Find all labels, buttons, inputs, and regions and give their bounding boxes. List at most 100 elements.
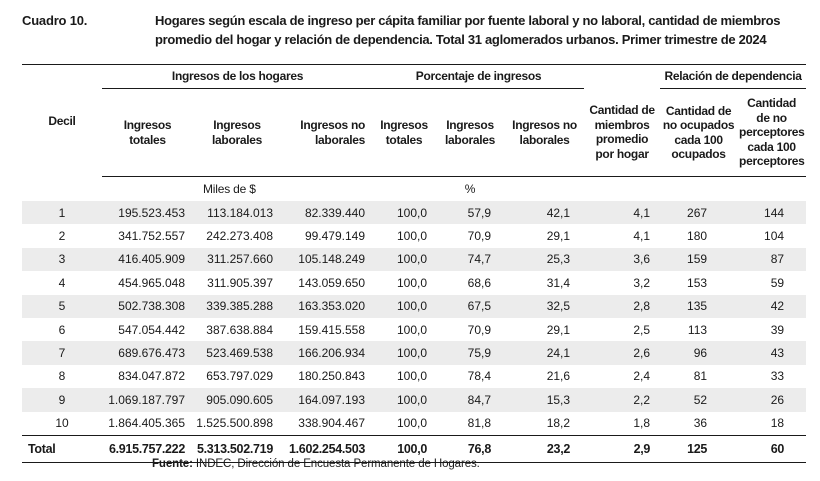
cell-ing-laborales: 523.469.538 bbox=[193, 341, 281, 365]
units-row: Miles de $ % bbox=[22, 177, 806, 202]
cell-no-perceptores: 144 bbox=[737, 201, 807, 225]
header-no-ocupados: Cantidad de no ocupados cada 100 ocupado… bbox=[660, 88, 738, 177]
total-cell-ing-laborales: 5.313.502.719 bbox=[193, 434, 281, 463]
cell-miembros: 2,2 bbox=[584, 388, 661, 412]
cell-pct-totales: 100,0 bbox=[396, 322, 428, 337]
cell-no-perceptores: 26 bbox=[737, 388, 807, 412]
cell-pct-no-laborales: 18,2 bbox=[546, 416, 571, 431]
cell-no-perceptores: 59 bbox=[770, 275, 785, 290]
cell-decil: 7 bbox=[22, 341, 102, 365]
cell-pct-no-laborales: 32,5 bbox=[505, 294, 585, 318]
units-miles: Miles de $ bbox=[203, 182, 256, 196]
cell-no-ocupados: 113 bbox=[687, 322, 708, 337]
cell-miembros: 1,8 bbox=[633, 416, 651, 431]
cell-ing-totales: 195.523.453 bbox=[102, 201, 193, 225]
cell-ing-totales: 834.047.872 bbox=[118, 369, 185, 384]
cell-pct-laborales: 81,8 bbox=[467, 416, 492, 431]
cell-no-perceptores: 39 bbox=[770, 322, 785, 337]
cell-ing-totales: 547.054.442 bbox=[118, 322, 185, 337]
source-note: Fuente: INDEC, Dirección de Encuesta Per… bbox=[152, 458, 480, 470]
cell-ing-no-laborales: 166.206.934 bbox=[281, 341, 374, 365]
cell-miembros: 4,1 bbox=[633, 229, 651, 244]
header-pct-totales: Ingresos totales bbox=[373, 88, 436, 177]
cell-decil: 1 bbox=[22, 201, 102, 225]
cell-no-ocupados: 153 bbox=[687, 275, 708, 290]
cell-no-ocupados: 36 bbox=[693, 416, 708, 431]
header-ingresos-no-laborales: Ingresos no laborales bbox=[281, 88, 374, 177]
cell-pct-laborales: 75,9 bbox=[435, 341, 506, 365]
cell-no-ocupados: 267 bbox=[660, 201, 738, 225]
cell-ing-laborales: 905.090.605 bbox=[193, 388, 281, 412]
cell-ing-laborales: 242.273.408 bbox=[206, 229, 273, 244]
cell-pct-no-laborales: 29,1 bbox=[546, 229, 571, 244]
cell-pct-totales: 100,0 bbox=[396, 229, 428, 244]
header-spacer bbox=[584, 64, 661, 89]
table-header: Decil Ingresos de los hogares Porcentaje… bbox=[22, 64, 807, 177]
cell-ing-no-laborales: 82.339.440 bbox=[281, 201, 374, 225]
cell-pct-no-laborales: 24,1 bbox=[505, 341, 585, 365]
header-pct-laborales: Ingresos laborales bbox=[435, 88, 506, 177]
cell-no-ocupados: 135 bbox=[660, 294, 738, 318]
cell-ing-laborales: 653.797.029 bbox=[206, 369, 273, 384]
cell-pct-no-laborales: 15,3 bbox=[505, 388, 585, 412]
cell-miembros: 4,1 bbox=[584, 201, 661, 225]
cell-no-perceptores: 87 bbox=[737, 247, 807, 272]
total-cell-pct-totales: 100,0 bbox=[373, 434, 436, 463]
cell-pct-totales: 100,0 bbox=[373, 247, 436, 272]
cell-pct-laborales: 84,7 bbox=[435, 388, 506, 412]
cell-decil: 10 bbox=[55, 416, 69, 431]
cell-ing-no-laborales: 164.097.193 bbox=[281, 388, 374, 412]
total-cell-ing-totales: 6.915.757.222 bbox=[102, 434, 193, 463]
header-group-relacion: Relación de dependencia bbox=[660, 64, 807, 89]
cell-no-ocupados: 180 bbox=[687, 229, 708, 244]
cell-pct-totales: 100,0 bbox=[373, 294, 436, 318]
cell-no-perceptores: 104 bbox=[764, 229, 785, 244]
total-cell-no-ocupados: 125 bbox=[660, 434, 738, 463]
cell-ing-laborales: 113.184.013 bbox=[193, 201, 281, 225]
cell-ing-totales: 689.676.473 bbox=[102, 341, 193, 365]
table-row: 2 341.752.557 242.273.408 99.479.149 100,0 70… bbox=[22, 224, 806, 247]
cell-ing-laborales: 1.525.500.898 bbox=[196, 416, 273, 431]
cell-ing-no-laborales: 99.479.149 bbox=[304, 229, 366, 244]
cell-pct-totales: 100,0 bbox=[396, 416, 428, 431]
cell-no-perceptores: 43 bbox=[737, 341, 807, 365]
header-group-porcentaje: Porcentaje de ingresos bbox=[373, 64, 585, 89]
cell-ing-no-laborales: 105.148.249 bbox=[281, 247, 374, 272]
total-cell-miembros: 2,9 bbox=[584, 434, 661, 463]
cell-pct-laborales: 57,9 bbox=[435, 201, 506, 225]
cell-pct-no-laborales: 29,1 bbox=[546, 322, 571, 337]
cell-miembros: 2,5 bbox=[633, 322, 651, 337]
cell-no-ocupados: 81 bbox=[693, 369, 708, 384]
table-row: 7 689.676.473 523.469.538 166.206.934 100,0 7… bbox=[22, 341, 807, 365]
cell-pct-totales: 100,0 bbox=[373, 388, 436, 412]
cell-decil: 5 bbox=[22, 294, 102, 318]
data-table: Decil Ingresos de los hogares Porcentaje… bbox=[22, 64, 807, 463]
cell-no-perceptores: 42 bbox=[737, 294, 807, 318]
header-decil: Decil bbox=[22, 64, 102, 177]
cell-ing-no-laborales: 163.353.020 bbox=[281, 294, 374, 318]
cell-pct-no-laborales: 21,6 bbox=[546, 369, 571, 384]
cell-decil: 6 bbox=[58, 322, 66, 337]
cell-ing-totales: 341.752.557 bbox=[118, 229, 185, 244]
cell-pct-laborales: 67,5 bbox=[435, 294, 506, 318]
table-number: Cuadro 10. bbox=[22, 13, 88, 28]
cell-pct-totales: 100,0 bbox=[396, 275, 428, 290]
cell-ing-laborales: 339.385.288 bbox=[193, 294, 281, 318]
total-cell-ing-no-laborales: 1.602.254.503 bbox=[281, 434, 374, 463]
table-row: 8 834.047.872 653.797.029 180.250.843 100,0 7… bbox=[22, 365, 806, 388]
units-pct: % bbox=[464, 182, 476, 196]
total-row: Total 6.915.757.222 5.313.502.719 1.602.254… bbox=[22, 434, 807, 463]
cell-ing-no-laborales: 338.904.467 bbox=[298, 416, 366, 431]
total-cell-pct-laborales: 76,8 bbox=[435, 434, 506, 463]
cell-decil: 4 bbox=[58, 275, 66, 290]
table-row: 5 502.738.308 339.385.288 163.353.020 100,0 6… bbox=[22, 294, 807, 318]
cell-ing-no-laborales: 143.059.650 bbox=[298, 275, 366, 290]
cell-decil: 9 bbox=[22, 388, 102, 412]
table-row: 1 195.523.453 113.184.013 82.339.440 100,0 57… bbox=[22, 201, 807, 225]
cell-decil: 8 bbox=[58, 369, 66, 384]
cell-ing-no-laborales: 159.415.558 bbox=[298, 322, 366, 337]
cell-pct-totales: 100,0 bbox=[373, 341, 436, 365]
cell-ing-totales: 502.738.308 bbox=[102, 294, 193, 318]
cell-no-perceptores: 33 bbox=[770, 369, 785, 384]
total-cell-no-perceptores: 60 bbox=[737, 434, 807, 463]
